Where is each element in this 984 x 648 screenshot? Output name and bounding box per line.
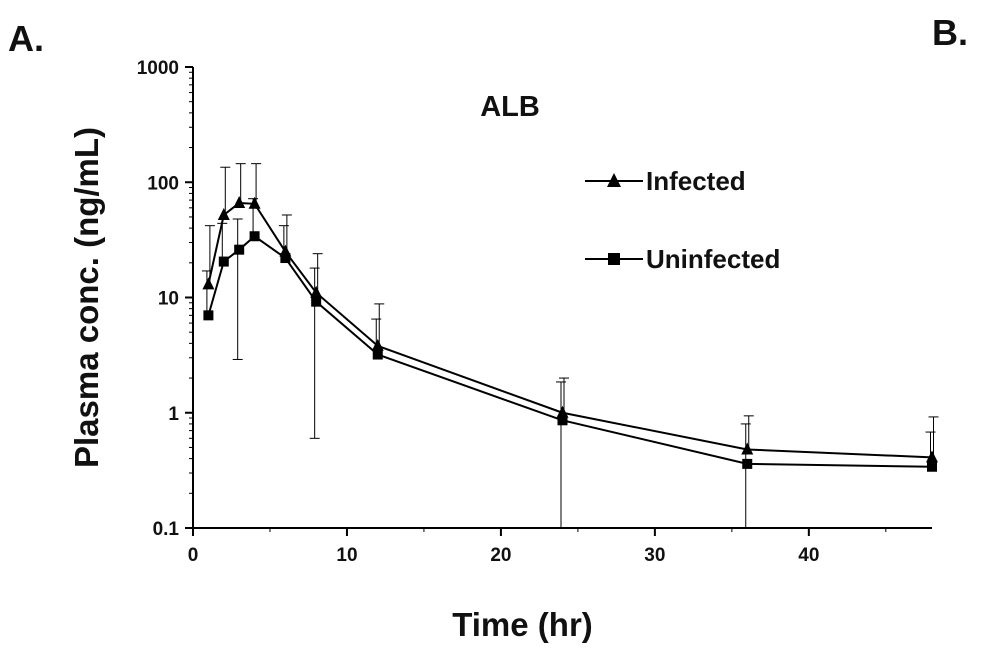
legend-label: Uninfected bbox=[646, 244, 780, 274]
data-point-uninfected bbox=[234, 244, 245, 255]
data-point-uninfected bbox=[249, 231, 260, 242]
legend-marker bbox=[608, 253, 620, 265]
data-point-infected bbox=[310, 285, 323, 298]
data-point-infected bbox=[233, 196, 246, 209]
data-point-infected bbox=[248, 196, 261, 209]
chart-title: ALB bbox=[480, 91, 540, 123]
y-tick-label: 1000 bbox=[137, 58, 179, 79]
y-axis-title: Plasma conc. (ng/mL) bbox=[68, 127, 105, 468]
data-point-uninfected bbox=[372, 349, 383, 360]
x-axis-title: Time (hr) bbox=[452, 606, 593, 643]
x-tick-label: 10 bbox=[336, 545, 357, 566]
y-tick-label: 10 bbox=[158, 289, 179, 310]
data-point-infected bbox=[202, 277, 215, 290]
panel-label-a: A. bbox=[8, 18, 44, 59]
data-point-infected bbox=[371, 338, 384, 351]
data-point-uninfected bbox=[557, 415, 568, 426]
y-tick-label: 100 bbox=[147, 173, 179, 194]
series-line-infected bbox=[207, 202, 933, 459]
y-tick-label: 1 bbox=[168, 404, 179, 425]
x-tick-label: 30 bbox=[644, 545, 665, 566]
legend-label: Infected bbox=[646, 166, 746, 196]
data-point-infected bbox=[926, 450, 938, 463]
x-tick-label: 40 bbox=[798, 545, 819, 566]
panel-label-b: B. bbox=[932, 12, 968, 53]
y-tick-label: 0.1 bbox=[153, 519, 180, 540]
data-point-uninfected bbox=[311, 296, 322, 307]
x-tick-label: 20 bbox=[490, 545, 511, 566]
legend-marker bbox=[607, 173, 621, 187]
data-point-infected bbox=[741, 442, 754, 455]
data-point-infected bbox=[217, 207, 230, 220]
data-point-uninfected bbox=[203, 310, 214, 321]
data-point-infected bbox=[556, 405, 569, 418]
data-point-uninfected bbox=[218, 256, 229, 267]
series-line-uninfected bbox=[207, 234, 933, 468]
x-tick-label: 0 bbox=[188, 545, 199, 566]
data-point-uninfected bbox=[280, 253, 291, 264]
data-point-uninfected bbox=[742, 458, 753, 469]
data-point-uninfected bbox=[927, 461, 937, 472]
